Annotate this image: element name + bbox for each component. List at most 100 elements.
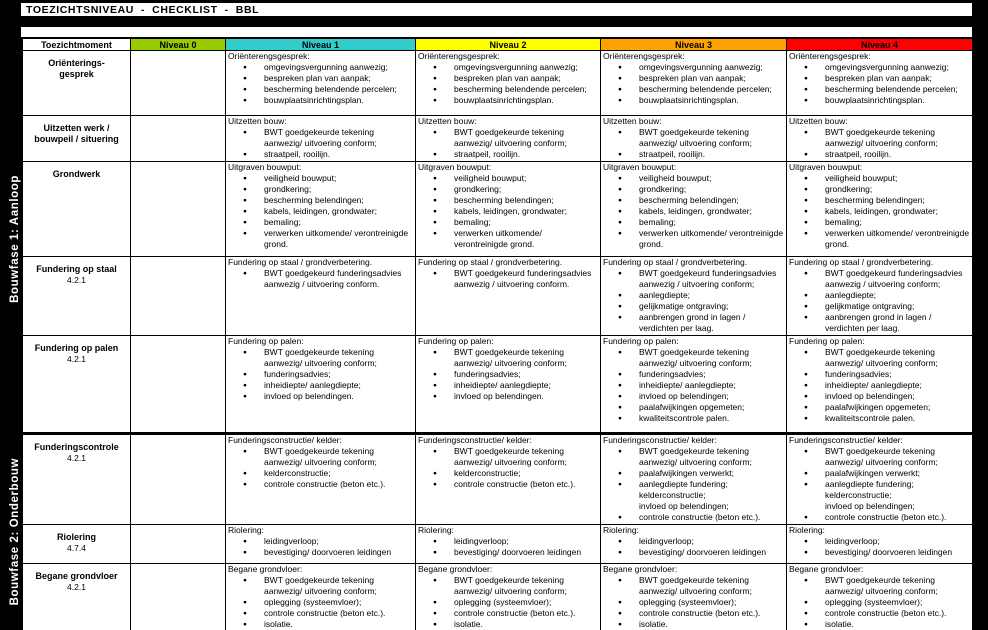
bullet-list: BWT goedgekeurde tekening aanwezig/ uitv… xyxy=(603,347,784,424)
bullet-item: BWT goedgekeurd funderingsadvies aanwezi… xyxy=(603,268,784,290)
bullet-item: verwerken uitkomende/ verontreinigde gro… xyxy=(789,228,970,250)
bullet-item: bevestiging/ doorvoeren leidingen xyxy=(418,547,598,558)
cell-heading: Begane grondvloer: xyxy=(603,564,678,574)
level-cell-niveau-2: Uitgraven bouwput:veiligheid bouwput;gro… xyxy=(415,161,601,257)
level-cell-niveau-1: Fundering op palen:BWT goedgekeurde teke… xyxy=(225,335,416,434)
bullet-item: kelderconstructie; xyxy=(418,468,598,479)
cell-heading: Uitgraven bouwput: xyxy=(603,162,677,172)
bullet-item: BWT goedgekeurde tekening aanwezig/ uitv… xyxy=(603,347,784,369)
bullet-list: veiligheid bouwput;grondkering;beschermi… xyxy=(603,173,784,250)
level-cell-niveau-2: Oriënterengsgesprek:omgevingsvergunning … xyxy=(415,50,601,116)
bullet-item: grondkering; xyxy=(418,184,598,195)
level-cell-niveau-0 xyxy=(130,432,226,525)
level-cell-niveau-1: Uitzetten bouw:BWT goedgekeurde tekening… xyxy=(225,115,416,162)
cell-heading: Riolering: xyxy=(603,525,639,535)
level-cell-niveau-4: Begane grondvloer:BWT goedgekeurde teken… xyxy=(786,563,973,630)
bullet-item: kwaliteitscontrole palen. xyxy=(603,413,784,424)
bullet-item: BWT goedgekeurde tekening aanwezig/ uitv… xyxy=(789,575,970,597)
bullet-list: BWT goedgekeurd funderingsadvies aanwezi… xyxy=(418,268,598,290)
level-cell-niveau-2: Fundering op palen:BWT goedgekeurde teke… xyxy=(415,335,601,434)
cell-heading: Funderingsconstructie/ kelder: xyxy=(789,435,903,445)
bullet-item: controle constructie (beton etc.). xyxy=(228,479,413,490)
bullet-item: aanlegdiepte; xyxy=(603,290,784,301)
level-cell-niveau-4: Uitzetten bouw:BWT goedgekeurde tekening… xyxy=(786,115,973,162)
bullet-item: grondkering; xyxy=(228,184,413,195)
bullet-item: bevestiging/ doorvoeren leidingen xyxy=(228,547,413,558)
cell-heading: Riolering: xyxy=(228,525,264,535)
bullet-item: funderingsadvies; xyxy=(603,369,784,380)
bullet-item: bescherming belendingen; xyxy=(228,195,413,206)
bullet-item: omgevingsvergunning aanwezig; xyxy=(228,62,413,73)
level-cell-niveau-4: Fundering op palen:BWT goedgekeurde teke… xyxy=(786,335,973,434)
bullet-item: oplegging (systeemvloer); xyxy=(789,597,970,608)
table-body: Bouwfase 1: Aanloop Oriënterings- gesprek… xyxy=(6,50,973,630)
table-row: Fundering op staal 4.2.1 Fundering op staa… xyxy=(7,256,973,336)
spacer-strip xyxy=(21,27,972,37)
level-cell-niveau-1: Fundering op staal / grondverbetering.BW… xyxy=(225,256,416,336)
bullet-item: bescherming belendende percelen; xyxy=(228,84,413,95)
bullet-item: controle constructie (beton etc.). xyxy=(418,479,598,490)
bullet-item: BWT goedgekeurde tekening aanwezig/ uitv… xyxy=(603,446,784,468)
bullet-list: BWT goedgekeurde tekening aanwezig/ uitv… xyxy=(418,127,598,160)
moment-cell: Grondwerk xyxy=(22,161,131,257)
bullet-list: omgevingsvergunning aanwezig;bespreken p… xyxy=(603,62,784,106)
bullet-list: BWT goedgekeurde tekening aanwezig/ uitv… xyxy=(418,347,598,402)
bullet-list: leidingverloop;bevestiging/ doorvoeren l… xyxy=(228,536,413,558)
table-header: Toezichtmoment Niveau 0 Niveau 1 Niveau 2 Ni… xyxy=(6,38,973,51)
bullet-item: bescherming belendende percelen; xyxy=(603,84,784,95)
bullet-item: bevestiging/ doorvoeren leidingen xyxy=(789,547,970,558)
cell-heading: Oriënterengsgesprek: xyxy=(418,51,500,61)
cell-heading: Oriënterengsgesprek: xyxy=(789,51,871,61)
moment-name: Grondwerk xyxy=(52,169,101,179)
cell-heading: Begane grondvloer: xyxy=(418,564,493,574)
moment-cell: Funderingscontrole 4.2.1 xyxy=(22,432,131,525)
bullet-item: paalafwijkingen opgemeten; xyxy=(789,402,970,413)
bullet-list: BWT goedgekeurde tekening aanwezig/ uitv… xyxy=(789,446,970,523)
bullet-list: veiligheid bouwput;grondkering;beschermi… xyxy=(418,173,598,250)
bullet-item: aanlegdiepte fundering; kelderconstructi… xyxy=(789,479,970,512)
bullet-list: omgevingsvergunning aanwezig;bespreken p… xyxy=(418,62,598,106)
bullet-item: straatpeil, rooilijn. xyxy=(228,149,413,160)
bullet-item: bouwplaatsinrichtingsplan. xyxy=(228,95,413,106)
bullet-list: BWT goedgekeurde tekening aanwezig/ uitv… xyxy=(789,127,970,160)
bullet-item: verwerken uitkomende/ verontreinigde gro… xyxy=(228,228,413,250)
level-cell-niveau-0 xyxy=(130,335,226,434)
bullet-item: BWT goedgekeurde tekening aanwezig/ uitv… xyxy=(418,127,598,149)
bullet-item: omgevingsvergunning aanwezig; xyxy=(418,62,598,73)
bullet-item: BWT goedgekeurd funderingsadvies aanwezi… xyxy=(789,268,970,290)
cell-heading: Uitzetten bouw: xyxy=(603,116,662,126)
level-cell-niveau-4: Fundering op staal / grondverbetering.BW… xyxy=(786,256,973,336)
bullet-item: bescherming belendingen; xyxy=(789,195,970,206)
bullet-item: grondkering; xyxy=(603,184,784,195)
cell-heading: Begane grondvloer: xyxy=(789,564,864,574)
bullet-item: invloed op belendingen. xyxy=(228,391,413,402)
bullet-list: BWT goedgekeurde tekening aanwezig/ uitv… xyxy=(789,347,970,424)
cell-heading: Fundering op staal / grondverbetering. xyxy=(603,257,748,267)
level-cell-niveau-3: Uitzetten bouw:BWT goedgekeurde tekening… xyxy=(600,115,787,162)
bullet-item: kabels, leidingen, grondwater; xyxy=(418,206,598,217)
bullet-item: BWT goedgekeurde tekening aanwezig/ uitv… xyxy=(789,347,970,369)
moment-name: Fundering op palen xyxy=(34,343,119,353)
bullet-item: bescherming belendende percelen; xyxy=(789,84,970,95)
column-header-niveau-2: Niveau 2 xyxy=(415,38,601,51)
bullet-item: BWT goedgekeurde tekening aanwezig/ uitv… xyxy=(789,446,970,468)
level-cell-niveau-0 xyxy=(130,115,226,162)
bullet-item: BWT goedgekeurde tekening aanwezig/ uitv… xyxy=(418,446,598,468)
bullet-list: BWT goedgekeurde tekening aanwezig/ uitv… xyxy=(228,347,413,402)
cell-heading: Begane grondvloer: xyxy=(228,564,303,574)
cell-heading: Funderingsconstructie/ kelder: xyxy=(418,435,532,445)
level-cell-niveau-1: Uitgraven bouwput:veiligheid bouwput;gro… xyxy=(225,161,416,257)
bullet-item: controle constructie (beton etc.). xyxy=(228,608,413,619)
moment-cell: Oriënterings- gesprek xyxy=(22,50,131,116)
bullet-item: BWT goedgekeurde tekening aanwezig/ uitv… xyxy=(228,127,413,149)
cell-heading: Oriënterengsgesprek: xyxy=(603,51,685,61)
bullet-item: veiligheid bouwput; xyxy=(418,173,598,184)
bullet-item: leidingverloop; xyxy=(228,536,413,547)
table-row: Begane grondvloer 4.2.1 Begane grondvloer:… xyxy=(7,563,973,630)
bullet-item: bouwplaatsinrichtingsplan. xyxy=(603,95,784,106)
level-cell-niveau-3: Begane grondvloer:BWT goedgekeurde teken… xyxy=(600,563,787,630)
bullet-item: bemaling; xyxy=(789,217,970,228)
moment-name: Funderingscontrole xyxy=(34,442,119,452)
bullet-item: oplegging (systeemvloer); xyxy=(228,597,413,608)
bullet-item: kabels, leidingen, grondwater; xyxy=(789,206,970,217)
